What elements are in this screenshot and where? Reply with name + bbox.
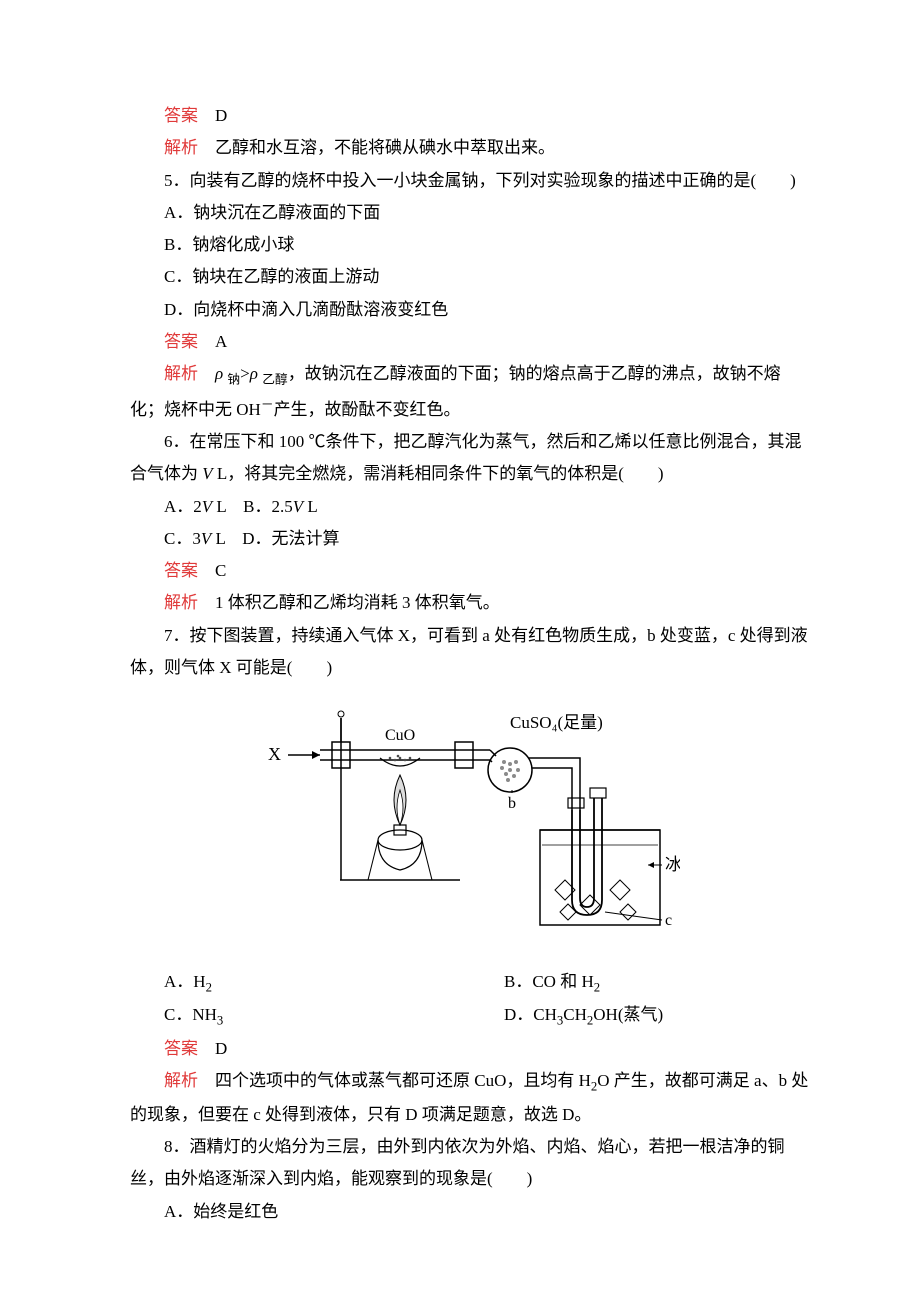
q6-explain: 1 体积乙醇和乙烯均消耗 3 体积氧气。 (215, 593, 500, 612)
q7-option-d: D．CH3CH2OH(蒸气) (470, 999, 810, 1033)
q7-answer-line: 答案 D (130, 1033, 810, 1065)
svg-text:X: X (268, 744, 281, 764)
q7-options-row1: A．H2 B．CO 和 H2 (130, 966, 810, 1000)
answer-label: 答案 (164, 1039, 198, 1058)
q6-explain-line: 解析 1 体积乙醇和乙烯均消耗 3 体积氧气。 (130, 587, 810, 619)
svg-text:c: c (665, 912, 672, 929)
q4-explain-line: 解析 乙醇和水互溶，不能将碘从碘水中萃取出来。 (130, 132, 810, 164)
explain-label: 解析 (164, 593, 198, 612)
apparatus-diagram: X CuO a (260, 690, 680, 950)
explain-label: 解析 (164, 138, 198, 157)
svg-text:b: b (508, 795, 516, 812)
q5-option-b: B．钠熔化成小球 (130, 229, 810, 261)
page: 答案 D 解析 乙醇和水互溶，不能将碘从碘水中萃取出来。 5．向装有乙醇的烧杯中… (0, 0, 920, 1302)
explain-label: 解析 (164, 1071, 198, 1090)
q4-answer: D (215, 106, 227, 125)
q7-option-a: A．H2 (130, 966, 470, 1000)
q6-option-cd: C．3V L D．无法计算 (130, 523, 810, 555)
q7-option-c: C．NH3 (130, 999, 470, 1033)
q7-explain-line: 解析 四个选项中的气体或蒸气都可还原 CuO，且均有 H2O 产生，故都可满足 … (130, 1065, 810, 1131)
q5-answer: A (215, 332, 227, 351)
q7-diagram: X CuO a (130, 690, 810, 961)
q6-answer: C (215, 561, 226, 580)
q5-option-a: A．钠块沉在乙醇液面的下面 (130, 197, 810, 229)
svg-text:CuSO₄(足量): CuSO₄(足量) (510, 713, 603, 732)
q5-option-d: D．向烧杯中滴入几滴酚酞溶液变红色 (130, 294, 810, 326)
q4-explain: 乙醇和水互溶，不能将碘从碘水中萃取出来。 (215, 138, 555, 157)
q5-explain-line: 解析 ρ 钠>ρ 乙醇，故钠沉在乙醇液面的下面；钠的熔点高于乙醇的沸点，故钠不熔… (130, 358, 810, 426)
q5-stem: 5．向装有乙醇的烧杯中投入一小块金属钠，下列对实验现象的描述中正确的是( ) (130, 165, 810, 197)
q7-stem: 7．按下图装置，持续通入气体 X，可看到 a 处有红色物质生成，b 处变蓝，c … (130, 620, 810, 685)
q7-answer: D (215, 1039, 227, 1058)
q6-stem: 6．在常压下和 100 ℃条件下，把乙醇汽化为蒸气，然后和乙烯以任意比例混合，其… (130, 426, 810, 491)
explain-label: 解析 (164, 364, 198, 383)
q5-option-c: C．钠块在乙醇的液面上游动 (130, 261, 810, 293)
q5-explain: ρ 钠>ρ 乙醇，故钠沉在乙醇液面的下面；钠的熔点高于乙醇的沸点，故钠不熔化；烧… (130, 364, 781, 418)
svg-text:冰水: 冰水 (665, 855, 680, 874)
q6-answer-line: 答案 C (130, 555, 810, 587)
q7-explain: 四个选项中的气体或蒸气都可还原 CuO，且均有 H2O 产生，故都可满足 a、b… (130, 1071, 808, 1124)
answer-label: 答案 (164, 561, 198, 580)
q7-option-b: B．CO 和 H2 (470, 966, 810, 1000)
q6-option-ab: A．2V L B．2.5V L (130, 491, 810, 523)
q7-options-row2: C．NH3 D．CH3CH2OH(蒸气) (130, 999, 810, 1033)
answer-label: 答案 (164, 332, 198, 351)
answer-label: 答案 (164, 106, 198, 125)
svg-text:CuO: CuO (385, 727, 415, 744)
q8-option-a: A．始终是红色 (130, 1196, 810, 1228)
q5-answer-line: 答案 A (130, 326, 810, 358)
q4-answer-line: 答案 D (130, 100, 810, 132)
q8-stem: 8．酒精灯的火焰分为三层，由外到内依次为外焰、内焰、焰心，若把一根洁净的铜丝，由… (130, 1131, 810, 1196)
